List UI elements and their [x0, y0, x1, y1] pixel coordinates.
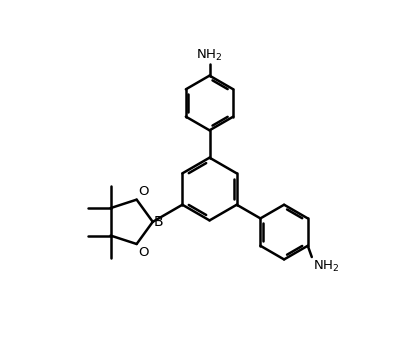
Text: O: O [138, 185, 149, 198]
Text: B: B [154, 215, 163, 229]
Text: NH$_2$: NH$_2$ [196, 48, 223, 63]
Text: O: O [138, 246, 149, 258]
Text: NH$_2$: NH$_2$ [313, 258, 339, 274]
